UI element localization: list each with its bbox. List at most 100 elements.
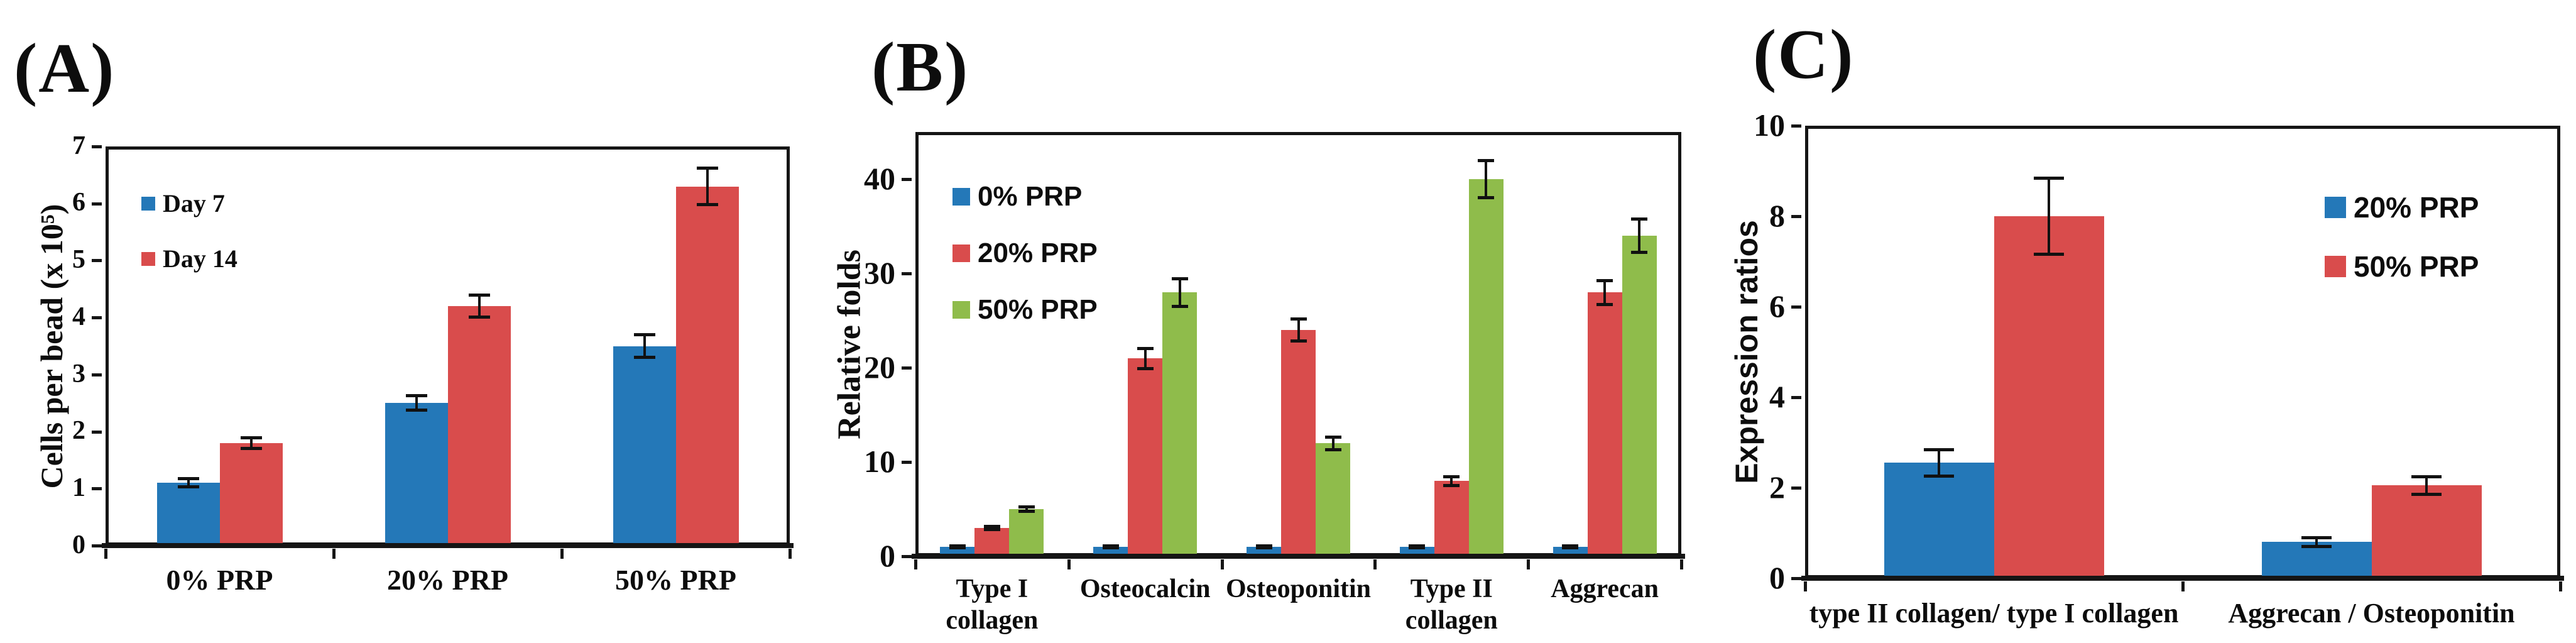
- y-tick-label: 5: [72, 245, 85, 275]
- bar: [1468, 179, 1504, 556]
- bar: [1587, 292, 1622, 556]
- y-tick-mark: [1791, 305, 1801, 309]
- y-tick-label: 0: [1769, 559, 1785, 595]
- legend-swatch: [141, 196, 155, 211]
- x-tick-mark: [560, 549, 564, 559]
- error-bar: [1485, 160, 1488, 198]
- error-bar-cap: [468, 293, 490, 297]
- error-bar-cap: [1924, 475, 1954, 478]
- error-bar-cap: [1596, 278, 1613, 282]
- error-bar-cap: [468, 316, 490, 319]
- x-category-label: Osteoponitin: [1225, 574, 1372, 603]
- y-tick-mark: [92, 202, 102, 206]
- x-tick-mark: [1804, 581, 1807, 591]
- y-tick-mark: [92, 487, 102, 491]
- bar: [219, 442, 283, 546]
- bar: [447, 306, 511, 546]
- error-bar-cap: [949, 546, 966, 550]
- bar: [613, 346, 676, 546]
- error-bar-cap: [1171, 277, 1188, 280]
- bar: [156, 483, 220, 546]
- legend-label: 20% PRP: [978, 238, 1098, 268]
- x-category-label: Aggrecan / Osteoponitin: [2228, 598, 2515, 629]
- error-bar: [1331, 436, 1334, 450]
- x-tick-mark: [1067, 559, 1071, 569]
- error-bar-cap: [1596, 302, 1613, 306]
- x-tick-mark: [2559, 581, 2562, 591]
- error-bar-cap: [405, 409, 427, 412]
- y-tick-mark: [92, 373, 102, 376]
- y-tick-mark: [902, 272, 912, 275]
- error-bar-cap: [983, 528, 1000, 531]
- legend-swatch: [952, 188, 970, 206]
- error-bar-cap: [1290, 339, 1307, 343]
- x-category-label: 0% PRP: [166, 564, 273, 596]
- y-tick-mark: [902, 461, 912, 464]
- bar: [1316, 443, 1350, 556]
- error-bar-cap: [1018, 505, 1035, 509]
- error-bar-cap: [983, 525, 1000, 528]
- y-tick-label: 30: [864, 255, 895, 290]
- legend-item: 20% PRP: [952, 238, 1098, 269]
- x-tick-mark: [914, 559, 917, 569]
- legend-item: 50% PRP: [952, 294, 1098, 326]
- x-tick-mark: [332, 549, 336, 559]
- y-tick-mark: [1791, 124, 1801, 128]
- error-bar: [478, 294, 481, 318]
- legend-label: 50% PRP: [2354, 250, 2479, 283]
- error-bar: [187, 478, 190, 488]
- legend-label: 0% PRP: [978, 181, 1083, 212]
- bar: [1434, 481, 1469, 556]
- legend-label: 50% PRP: [978, 294, 1098, 325]
- error-bar-cap: [1478, 159, 1495, 162]
- error-bar-cap: [696, 202, 718, 206]
- error-bar: [643, 334, 646, 358]
- error-bar-cap: [2034, 176, 2064, 180]
- error-bar-cap: [1409, 544, 1426, 547]
- legend-item: 50% PRP: [2325, 250, 2479, 283]
- y-tick-mark: [92, 145, 102, 148]
- y-tick-label: 0: [880, 537, 895, 573]
- bar: [385, 403, 448, 546]
- bar: [1162, 292, 1198, 556]
- error-bar-cap: [1409, 546, 1426, 550]
- y-tick-mark: [902, 555, 912, 558]
- y-tick-mark: [1791, 396, 1801, 399]
- y-tick-label: 3: [72, 359, 85, 388]
- bar: [2371, 485, 2482, 578]
- y-tick-mark: [902, 178, 912, 181]
- legend-item: Day 7: [141, 189, 225, 218]
- error-bar-cap: [177, 485, 199, 489]
- x-tick-mark: [789, 549, 792, 559]
- panel-label-b: (B): [871, 28, 969, 106]
- error-bar-cap: [405, 394, 427, 398]
- error-bar: [1638, 219, 1641, 253]
- error-bar-cap: [1631, 217, 1648, 221]
- bar: [1884, 463, 1994, 578]
- bar: [1994, 216, 2104, 578]
- x-category-label: 50% PRP: [615, 564, 736, 596]
- error-bar: [415, 395, 418, 410]
- error-bar-cap: [1137, 346, 1154, 350]
- error-bar-cap: [1137, 366, 1154, 370]
- error-bar-cap: [2034, 253, 2064, 256]
- bar: [1622, 236, 1657, 556]
- bar: [974, 528, 1010, 556]
- x-tick-mark: [1220, 559, 1224, 569]
- x-category-label: Osteocalcin: [1079, 574, 1211, 603]
- legend-label: 20% PRP: [2354, 191, 2479, 224]
- error-bar-cap: [1255, 544, 1272, 547]
- legend-swatch: [952, 301, 970, 319]
- error-bar: [1025, 507, 1028, 512]
- y-tick-label: 8: [1769, 197, 1785, 233]
- error-bar-cap: [1478, 196, 1495, 199]
- x-category-label: Aggrecan: [1551, 574, 1659, 603]
- legend-item: 20% PRP: [2325, 190, 2479, 224]
- error-bar-cap: [2301, 544, 2332, 548]
- error-bar-cap: [1324, 435, 1341, 439]
- y-tick-mark: [92, 316, 102, 320]
- error-bar: [706, 168, 709, 205]
- x-category-label: type II collagen/ type I collagen: [1809, 598, 2179, 629]
- bar: [2261, 542, 2372, 578]
